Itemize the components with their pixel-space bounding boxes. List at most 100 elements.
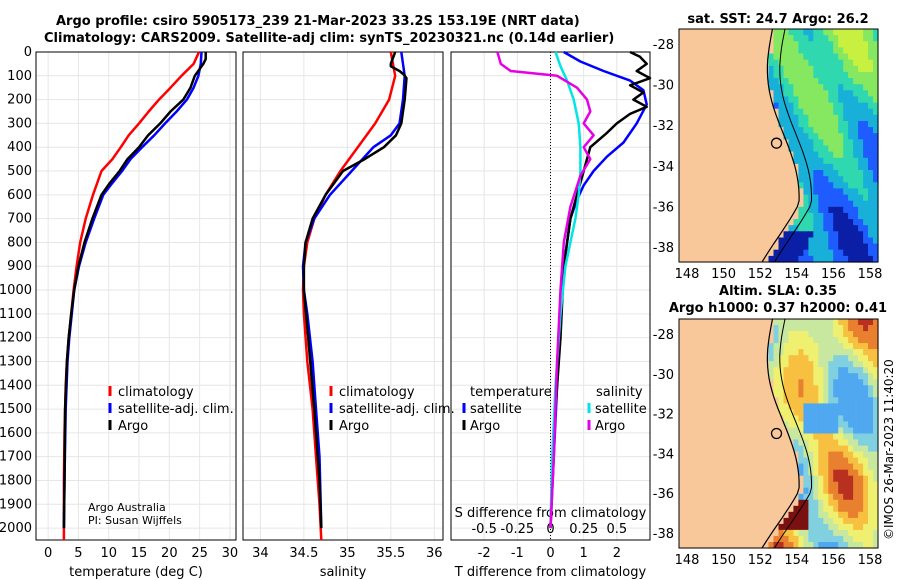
depth-tick-label: 400 <box>7 140 32 155</box>
depth-tick-label: 200 <box>7 93 32 108</box>
sla-coastline <box>761 318 800 549</box>
x-tick-label: 10 <box>100 546 117 561</box>
sla-x-tick: 148 <box>675 553 700 568</box>
sst-x-tick: 156 <box>821 267 846 282</box>
sla-y-tick: -30 <box>653 368 674 383</box>
legend-label: satellite <box>595 402 647 417</box>
sla-x-tick: 154 <box>784 553 809 568</box>
sst-argo-float-marker <box>770 137 783 149</box>
sla-y-tick: -32 <box>653 408 674 423</box>
sst-map-frame <box>678 28 879 263</box>
sst-x-tick: 152 <box>748 267 773 282</box>
depth-tick-label: 300 <box>7 116 32 131</box>
series-line-argo <box>62 52 207 529</box>
series-line-climatology <box>62 51 201 540</box>
sst-y-tick: -34 <box>653 160 674 175</box>
x-tick-label: -2 <box>478 546 491 561</box>
sst-y-tick: -36 <box>653 200 674 215</box>
sla-x-tick: 156 <box>821 553 846 568</box>
sla-shelf-contour <box>774 318 812 549</box>
sst-coastline <box>761 28 800 263</box>
x-tick-label: 34 <box>252 546 269 561</box>
legend-label: climatology <box>118 385 194 400</box>
depth-tick-label: 1200 <box>0 331 32 346</box>
series-line-salinity-argo <box>496 51 595 529</box>
sla-field <box>679 319 879 549</box>
legend-label: satellite-adj. clim. <box>118 402 234 417</box>
credit-pi: PI: Susan Wijffels <box>88 514 182 527</box>
depth-tick-label: 2000 <box>0 521 32 536</box>
x-tick-label: 5 <box>74 546 82 561</box>
sst-x-tick: 150 <box>711 267 736 282</box>
series-line-satellite-adj-clim- <box>301 51 406 529</box>
depth-tick-label: 1400 <box>0 378 32 393</box>
legend-title-temperature: temperature <box>470 385 552 400</box>
x-tick-label: 35.5 <box>376 546 405 561</box>
x-tick-label: 0 <box>546 546 554 561</box>
depth-tick-label: 1700 <box>0 450 32 465</box>
x-axis-label-difference: T difference from climatology <box>454 565 647 580</box>
sla-map-frame <box>678 318 879 549</box>
s-tick-label: -0.5 <box>471 522 496 537</box>
depth-tick-label: 1100 <box>0 307 32 322</box>
sla-x-tick: 158 <box>858 553 883 568</box>
legend-label: satellite <box>470 402 522 417</box>
series-line-argo <box>302 51 408 529</box>
legend-label: Argo <box>339 419 369 434</box>
depth-tick-label: 0 <box>24 45 32 60</box>
legend-label: satellite-adj. clim. <box>339 402 455 417</box>
depth-tick-label: 1000 <box>0 283 32 298</box>
depth-tick-label: 1300 <box>0 354 32 369</box>
sst-map-title: sat. SST: 24.7 Argo: 26.2 <box>687 12 868 27</box>
sla-y-tick: -28 <box>653 328 674 343</box>
s-tick-label: 0.5 <box>606 522 627 537</box>
depth-tick-label: 500 <box>7 164 32 179</box>
x-tick-label: 20 <box>161 546 178 561</box>
x-tick-label: 0 <box>44 546 52 561</box>
sst-x-tick: 154 <box>784 267 809 282</box>
depth-tick-label: 800 <box>7 235 32 250</box>
x-tick-label: -1 <box>511 546 524 561</box>
legend-title-salinity: salinity <box>596 385 643 400</box>
sst-x-tick: 148 <box>675 267 700 282</box>
sla-y-tick: -38 <box>653 527 674 542</box>
sst-field <box>679 29 879 263</box>
x-axis-label-temperature: temperature (deg C) <box>69 565 203 580</box>
panel-frame-temperature <box>35 51 237 541</box>
depth-tick-label: 1900 <box>0 497 32 512</box>
x-tick-label: 30 <box>222 546 239 561</box>
sla-y-tick: -34 <box>653 447 674 462</box>
depth-tick-label: 700 <box>7 212 32 227</box>
x-tick-label: 25 <box>191 546 208 561</box>
x-axis-label-salinity: salinity <box>320 565 367 580</box>
x-tick-label: 15 <box>131 546 148 561</box>
x-tick-label: 2 <box>613 546 621 561</box>
x-tick-label: 35 <box>339 546 356 561</box>
sst-shelf-contour <box>774 28 812 263</box>
legend-label: Argo <box>595 419 625 434</box>
sla-x-tick: 152 <box>748 553 773 568</box>
timestamp-stamp: ©IMOS 26-Mar-2023 11:40:20 <box>882 359 896 540</box>
legend-label: climatology <box>339 385 415 400</box>
sla-y-tick: -36 <box>653 487 674 502</box>
sla-map-title2: Argo h1000: 0.37 h2000: 0.41 <box>669 301 887 316</box>
credit-org: Argo Australia <box>88 501 166 514</box>
sst-y-tick: -28 <box>653 38 674 53</box>
series-line-climatology <box>301 51 397 541</box>
panel-frame-salinity <box>242 51 444 541</box>
sst-x-tick: 158 <box>858 267 883 282</box>
legend-label: Argo <box>470 419 500 434</box>
sla-map-title1: Altim. SLA: 0.35 <box>719 284 837 299</box>
sla-x-tick: 150 <box>711 553 736 568</box>
s-tick-label: 0.25 <box>569 522 598 537</box>
depth-tick-label: 600 <box>7 188 32 203</box>
legend-label: Argo <box>118 419 148 434</box>
figure-title-line1: Argo profile: csiro 5905173_239 21-Mar-2… <box>56 14 580 29</box>
depth-tick-label: 1800 <box>0 473 32 488</box>
x-tick-label: 1 <box>580 546 588 561</box>
sst-y-tick: -30 <box>653 79 674 94</box>
x-tick-label: 36 <box>426 546 443 561</box>
s-tick-label: -0.25 <box>501 522 535 537</box>
x-tick-label: 34.5 <box>289 546 318 561</box>
